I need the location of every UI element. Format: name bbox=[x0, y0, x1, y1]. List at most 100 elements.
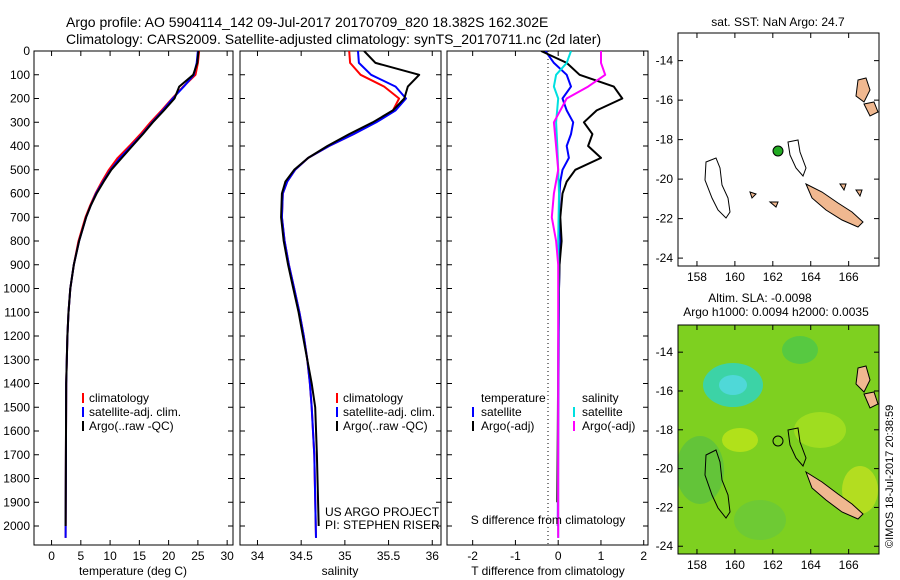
y-tick-label: 700 bbox=[10, 210, 30, 224]
y-tick-label: 300 bbox=[10, 115, 30, 129]
salinity-xlabel: salinity bbox=[322, 564, 359, 578]
series-line-satellite-adj-clim- bbox=[280, 51, 407, 538]
new-caledonia-landmass bbox=[805, 182, 864, 228]
sst-map: sat. SST: NaN Argo: 24.7 158 160 162 164 166… bbox=[656, 15, 880, 284]
coastline-outline bbox=[704, 449, 731, 519]
argo-float-marker bbox=[772, 145, 784, 157]
coastline-outline bbox=[787, 427, 807, 467]
map-x-tick-label: 164 bbox=[801, 558, 821, 572]
temperature-panel: 0 5 10 15 20 25 300100200300400500600700800900… bbox=[3, 44, 234, 578]
map-x-tick-label: 164 bbox=[801, 270, 821, 284]
y-tick-label: 1000 bbox=[3, 282, 30, 296]
small-islands bbox=[749, 183, 863, 208]
map-x-tick-label: 158 bbox=[687, 270, 707, 284]
sst-map-title: sat. SST: NaN Argo: 24.7 bbox=[711, 15, 845, 29]
temperature-axes-frame bbox=[33, 50, 234, 546]
x-tick-label: 25 bbox=[191, 549, 205, 563]
vanuatu-landmass bbox=[855, 77, 871, 103]
vanuatu-landmass bbox=[863, 391, 879, 409]
sst-map-coastlines bbox=[704, 77, 879, 228]
series-line-argo-adj- bbox=[540, 51, 624, 503]
map-y-tick-label: -16 bbox=[656, 384, 674, 398]
new-caledonia-landmass bbox=[805, 470, 864, 520]
y-tick-label: 1800 bbox=[3, 472, 30, 486]
x-tick-label: 5 bbox=[77, 549, 84, 563]
map-x-tick-label: 160 bbox=[725, 270, 745, 284]
series-line-satellite bbox=[552, 51, 572, 538]
sla-patch bbox=[678, 436, 724, 504]
series-line-climatology bbox=[64, 51, 201, 538]
y-tick-label: 1100 bbox=[4, 305, 30, 319]
legend-s-argo-label: Argo(-adj) bbox=[582, 419, 635, 433]
x-tick-label: -1 bbox=[510, 549, 521, 563]
map-x-tick-label: 162 bbox=[763, 270, 783, 284]
y-tick-label: 1700 bbox=[3, 448, 30, 462]
x-tick-label: 34.5 bbox=[289, 549, 313, 563]
argo-float-marker bbox=[772, 435, 784, 447]
map-x-tick-label: 162 bbox=[763, 558, 783, 572]
pi-note-line-1: US ARGO PROJECT bbox=[325, 505, 440, 519]
vanuatu-landmass bbox=[863, 101, 879, 117]
map-x-tick-label: 160 bbox=[725, 558, 745, 572]
x-tick-label: 35.5 bbox=[377, 549, 401, 563]
series-line-climatology bbox=[280, 51, 401, 538]
legend-t-satellite-label: satellite bbox=[481, 405, 522, 419]
x-tick-label: 10 bbox=[103, 549, 117, 563]
sla-patch bbox=[734, 500, 786, 540]
y-tick-label: 1300 bbox=[3, 353, 30, 367]
s-difference-label: S difference from climatology bbox=[471, 513, 626, 527]
sla-low-patch bbox=[842, 466, 878, 514]
x-tick-label: 30 bbox=[220, 549, 234, 563]
sla-map-title-1: Altim. SLA: -0.0098 bbox=[708, 291, 812, 305]
map-y-tick-label: -20 bbox=[656, 172, 674, 186]
y-tick-label: 600 bbox=[10, 187, 30, 201]
legend-salinity-heading: salinity bbox=[582, 391, 619, 405]
y-tick-label: 1600 bbox=[3, 424, 30, 438]
pi-note-line-2: PI: STEPHEN RISER bbox=[325, 518, 440, 532]
map-y-tick-label: -18 bbox=[656, 423, 674, 437]
series-line-argo-raw-qc- bbox=[64, 51, 200, 527]
y-tick-label: 400 bbox=[10, 139, 30, 153]
sla-high-core bbox=[719, 375, 747, 395]
x-tick-label: 0 bbox=[48, 549, 55, 563]
x-tick-label: 0 bbox=[555, 549, 562, 563]
x-tick-label: 36 bbox=[426, 549, 440, 563]
y-tick-label: 500 bbox=[10, 163, 30, 177]
coastline-outline bbox=[704, 157, 731, 219]
y-tick-label: 200 bbox=[10, 92, 30, 106]
series-line-satellite-adj-clim- bbox=[64, 51, 199, 538]
difference-legend: temperature satellite Argo(-adj) salinit… bbox=[472, 391, 635, 433]
y-tick-label: 2000 bbox=[3, 519, 30, 533]
sla-map: Altim. SLA: -0.0098 Argo h1000: 0.0094 h… bbox=[656, 291, 880, 572]
x-tick-label: 15 bbox=[133, 549, 147, 563]
difference-xlabel: T difference from climatology bbox=[471, 564, 625, 578]
difference-axes-frame bbox=[446, 50, 649, 546]
legend-climatology-label: climatology bbox=[89, 391, 149, 405]
map-y-tick-label: -14 bbox=[656, 345, 674, 359]
map-y-tick-label: -16 bbox=[656, 93, 674, 107]
legend-climatology-label: climatology bbox=[343, 391, 403, 405]
sla-map-frame bbox=[677, 324, 880, 555]
y-tick-label: 1200 bbox=[3, 329, 30, 343]
map-y-tick-label: -18 bbox=[656, 133, 674, 147]
coastline-outline bbox=[787, 139, 807, 177]
map-y-tick-label: -14 bbox=[656, 54, 674, 68]
legend-satellite-label: satellite-adj. clim. bbox=[89, 405, 181, 419]
x-tick-label: 20 bbox=[162, 549, 176, 563]
sla-field bbox=[678, 336, 879, 540]
y-tick-label: 1400 bbox=[3, 377, 30, 391]
legend-t-argo-label: Argo(-adj) bbox=[481, 419, 534, 433]
map-y-tick-label: -22 bbox=[656, 500, 674, 514]
map-y-tick-label: -20 bbox=[656, 462, 674, 476]
x-tick-label: 1 bbox=[598, 549, 605, 563]
legend-argo-label: Argo(..raw -QC) bbox=[343, 419, 428, 433]
y-tick-label: 100 bbox=[10, 68, 30, 82]
series-line-argo-raw-qc- bbox=[280, 51, 421, 527]
x-tick-label: -2 bbox=[467, 549, 478, 563]
map-y-tick-label: -24 bbox=[656, 539, 674, 553]
legend-temperature-heading: temperature bbox=[481, 391, 546, 405]
sla-patch bbox=[782, 336, 818, 364]
y-tick-label: 900 bbox=[10, 258, 30, 272]
map-y-tick-label: -22 bbox=[656, 212, 674, 226]
